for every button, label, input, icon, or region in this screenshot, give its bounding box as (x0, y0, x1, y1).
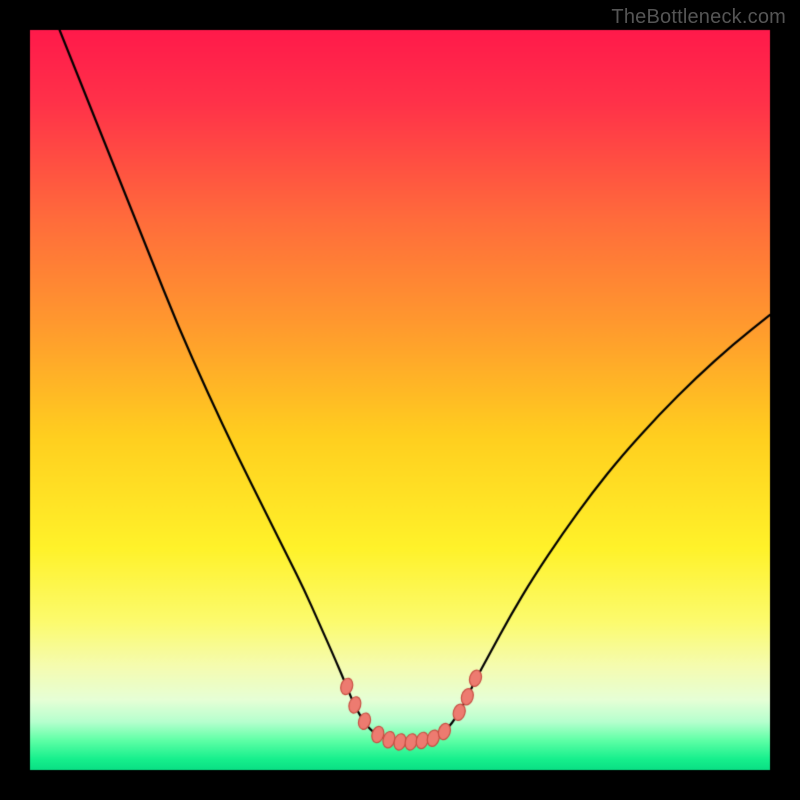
chart-container: TheBottleneck.com (0, 0, 800, 800)
watermark-text: TheBottleneck.com (611, 6, 786, 29)
bottleneck-curve-chart (0, 0, 800, 800)
